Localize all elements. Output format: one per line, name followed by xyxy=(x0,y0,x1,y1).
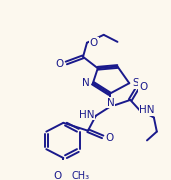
Text: S: S xyxy=(133,78,140,88)
Text: O: O xyxy=(139,82,147,92)
Text: HN: HN xyxy=(79,110,95,120)
Text: O: O xyxy=(53,171,62,180)
Text: O: O xyxy=(55,59,64,69)
Text: HN: HN xyxy=(139,105,155,116)
Text: O: O xyxy=(90,38,98,48)
Text: N: N xyxy=(82,78,90,88)
Text: N: N xyxy=(107,98,114,108)
Text: O: O xyxy=(106,133,114,143)
Text: CH₃: CH₃ xyxy=(71,171,89,180)
